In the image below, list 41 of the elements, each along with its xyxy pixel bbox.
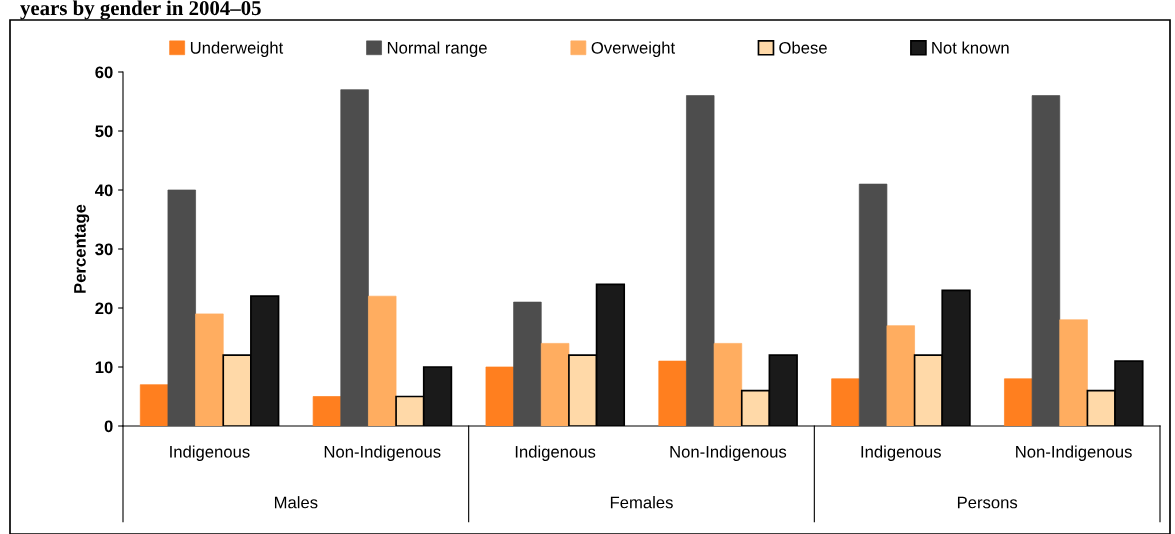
bar — [713, 343, 743, 426]
y-tick-label: 40 — [94, 184, 113, 197]
y-tick-label: 50 — [95, 125, 113, 138]
legend-label: Not known — [932, 41, 1009, 54]
bar — [858, 183, 888, 426]
bar — [831, 378, 860, 426]
chart-title: years by gender in 2004–05 — [20, 0, 261, 20]
x-tick-label: Non-Indigenous — [324, 445, 441, 461]
bar — [1004, 378, 1033, 426]
legend-label: Normal range — [387, 41, 487, 57]
x-tick-label: Non-Indigenous — [670, 445, 787, 461]
bar — [312, 396, 342, 426]
y-tick-label: 0 — [104, 420, 113, 433]
y-tick-label: 10 — [95, 361, 113, 374]
bar — [167, 189, 196, 426]
x-tick-label: Indigenous — [170, 445, 250, 461]
x-tick-label: Non-Indigenous — [1016, 445, 1132, 461]
bar — [195, 313, 224, 426]
text: Persons — [957, 496, 1018, 509]
y-axis-title: Percentage — [74, 204, 90, 293]
y-tick-label: 20 — [95, 302, 113, 315]
bar — [686, 95, 715, 426]
bar — [368, 295, 397, 426]
legend-label: Obese — [779, 41, 827, 54]
bar — [1031, 95, 1061, 426]
legend-label: Underweight — [190, 41, 284, 57]
bar — [1059, 319, 1088, 426]
bar — [513, 301, 542, 426]
x-tick-label: Indigenous — [861, 445, 941, 461]
text: Females — [610, 496, 673, 509]
text: Males — [274, 496, 318, 509]
bar — [540, 343, 570, 426]
y-tick-label: 60 — [95, 66, 113, 79]
bar — [340, 89, 369, 426]
x-tick-label: Indigenous — [515, 445, 596, 461]
legend-label: Overweight — [591, 41, 676, 57]
bar — [886, 325, 915, 426]
bar — [485, 366, 514, 426]
bar — [139, 384, 169, 426]
bar — [658, 360, 687, 426]
y-tick-label: 30 — [95, 243, 113, 256]
